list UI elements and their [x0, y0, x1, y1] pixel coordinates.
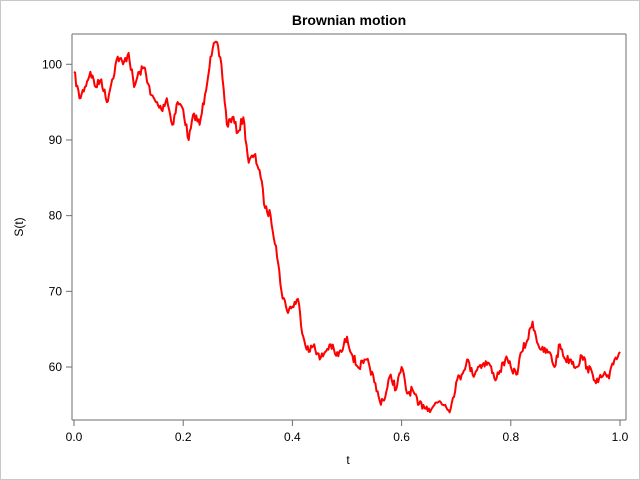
x-tick-label: 0.0 — [66, 430, 83, 444]
y-tick-label: 80 — [49, 209, 63, 223]
y-tick-label: 70 — [49, 284, 63, 298]
x-tick-label: 0.6 — [393, 430, 410, 444]
x-tick-label: 0.2 — [175, 430, 192, 444]
y-tick-label: 100 — [42, 57, 62, 71]
series-layer — [73, 40, 621, 414]
y-tick-label: 90 — [49, 133, 63, 147]
y-tick-label: 60 — [49, 360, 63, 374]
chart-title: Brownian motion — [292, 12, 406, 28]
x-ticks: 0.0 0.2 0.4 0.6 0.8 1.0 — [66, 420, 629, 444]
x-tick-label: 0.8 — [502, 430, 519, 444]
y-axis-label: S(t) — [12, 217, 26, 236]
plot-area — [71, 33, 627, 421]
x-tick-label: 1.0 — [612, 430, 629, 444]
x-tick-label: 0.4 — [284, 430, 301, 444]
x-axis-label: t — [346, 453, 350, 467]
y-ticks: 60 70 80 90 100 — [42, 57, 72, 374]
series-line — [73, 40, 621, 414]
